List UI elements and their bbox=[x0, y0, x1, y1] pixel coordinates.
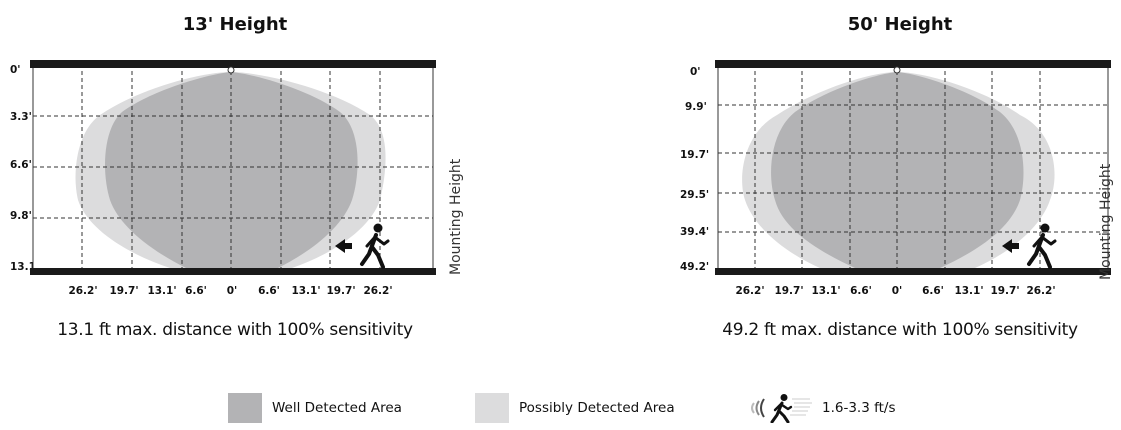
direction-arrow-icon bbox=[335, 239, 352, 253]
direction-arrow-icon bbox=[1002, 239, 1019, 253]
x-label: 26.2' bbox=[363, 285, 393, 297]
x-label: 19.7' bbox=[109, 285, 139, 297]
panel-caption: 13.1 ft max. distance with 100% sensitiv… bbox=[57, 320, 413, 340]
ceiling-bar bbox=[30, 60, 436, 68]
panel-caption: 49.2 ft max. distance with 100% sensitiv… bbox=[722, 320, 1078, 340]
y-label: 9.8' bbox=[10, 210, 32, 222]
x-label: 0' bbox=[891, 285, 903, 297]
y-label: 29.5' bbox=[680, 189, 710, 201]
well-detected-swatch bbox=[228, 393, 262, 423]
y-label: 0' bbox=[690, 66, 701, 78]
x-label: 13.1' bbox=[147, 285, 177, 297]
y-label: 0' bbox=[10, 64, 21, 76]
walking-person-icon bbox=[360, 223, 390, 269]
side-label: Mounting Height bbox=[448, 158, 464, 275]
legend-possible: Possibly Detected Area bbox=[475, 393, 675, 423]
y-label: 19.7' bbox=[680, 149, 710, 161]
x-label: 26.2' bbox=[68, 285, 98, 297]
sensor-point bbox=[893, 66, 901, 74]
x-label: 19.7' bbox=[774, 285, 804, 297]
y-label: 6.6' bbox=[10, 159, 32, 171]
legend-label: Well Detected Area bbox=[272, 400, 402, 416]
legend-speed: 1.6-3.3 ft/s bbox=[748, 393, 896, 423]
panel-title: 13' Height bbox=[182, 14, 288, 35]
possibly-detected-swatch bbox=[475, 393, 509, 423]
x-label: 6.6' bbox=[185, 285, 207, 297]
ceiling-bar bbox=[715, 60, 1111, 68]
detection-diagram bbox=[30, 60, 436, 275]
x-label: 26.2' bbox=[1026, 285, 1056, 297]
walking-person-icon bbox=[1027, 223, 1057, 269]
detection-diagram bbox=[715, 60, 1111, 275]
sensor-point bbox=[227, 66, 235, 74]
x-label: 6.6' bbox=[850, 285, 872, 297]
legend-label: Possibly Detected Area bbox=[519, 400, 675, 416]
side-label: Mounting Height bbox=[1098, 163, 1114, 280]
x-label: 19.7' bbox=[990, 285, 1020, 297]
x-label: 13.1' bbox=[291, 285, 321, 297]
floor-bar bbox=[30, 268, 436, 275]
floor-bar bbox=[715, 268, 1111, 275]
x-label: 13.1' bbox=[811, 285, 841, 297]
speed-label: 1.6-3.3 ft/s bbox=[822, 400, 896, 416]
legend-well: Well Detected Area bbox=[228, 393, 402, 423]
y-label: 3.3' bbox=[10, 111, 32, 123]
grid bbox=[33, 64, 433, 272]
x-label: 26.2' bbox=[735, 285, 765, 297]
x-label: 6.6' bbox=[258, 285, 280, 297]
y-label: 9.9' bbox=[685, 101, 707, 113]
panel-title: 50' Height bbox=[847, 14, 953, 35]
x-label: 13.1' bbox=[954, 285, 984, 297]
y-label: 39.4' bbox=[680, 226, 710, 238]
x-label: 0' bbox=[226, 285, 238, 297]
walking-person-motion-icon bbox=[751, 394, 812, 423]
y-label: 49.2' bbox=[680, 261, 710, 273]
x-label: 6.6' bbox=[922, 285, 944, 297]
x-label: 19.7' bbox=[326, 285, 356, 297]
